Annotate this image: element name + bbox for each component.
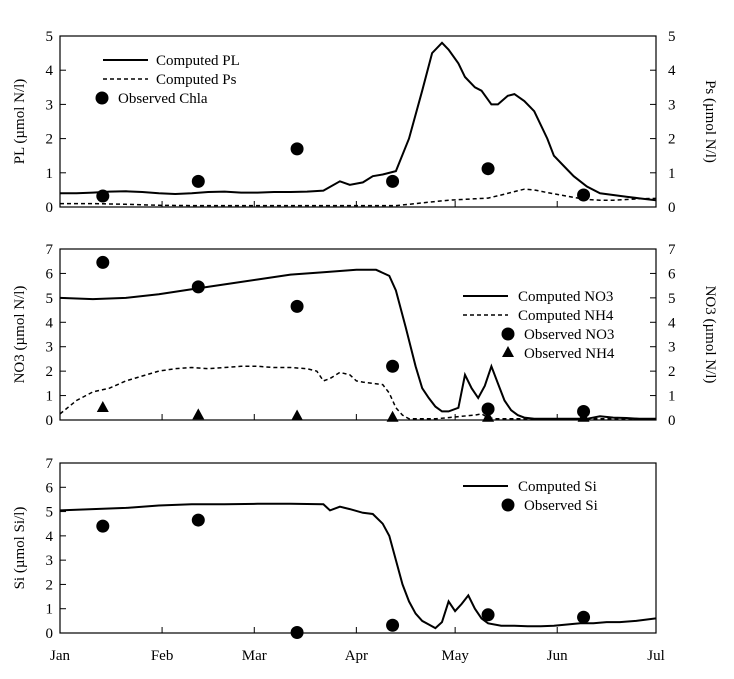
y2-tick-label: 4	[668, 315, 676, 331]
legend-label: Computed PL	[156, 53, 240, 69]
data-point-observed-no3	[290, 299, 304, 313]
data-point-observed-nh4	[291, 409, 304, 421]
data-point-observed-no3	[386, 359, 400, 373]
y-axis-title: NO3 (µmol N/l)	[12, 286, 28, 384]
y2-tick-label: 0	[668, 413, 676, 429]
y-tick-label: 4	[46, 315, 54, 331]
legend-swatch	[501, 498, 515, 512]
y-tick-label: 3	[46, 553, 54, 569]
y2-tick-label: 1	[668, 166, 676, 182]
series-line-computed-pl	[60, 41, 656, 202]
plot-frame	[59, 248, 657, 421]
y-tick-label: 0	[46, 413, 54, 429]
legend: Computed NO3 Computed NH4 Observed NO3 Obse…	[463, 289, 615, 362]
y2-tick-label: 6	[668, 266, 676, 282]
data-point-observed-chla	[96, 189, 110, 203]
y-tick-label: 5	[46, 29, 54, 45]
data-point-observed-chla	[481, 162, 495, 176]
plot-frame	[59, 462, 657, 634]
y-tick-label: 7	[46, 242, 54, 258]
data-point-observed-chla	[386, 174, 400, 188]
y2-tick-label: 7	[668, 242, 676, 258]
data-point-observed-si	[290, 626, 304, 640]
legend-label: Computed Ps	[156, 72, 237, 88]
y-tick-label: 7	[46, 456, 54, 472]
y-tick-label: 2	[46, 577, 54, 593]
data-point-observed-no3	[96, 255, 110, 269]
data-point-observed-si	[386, 618, 400, 632]
panel-1: 0 1 2 3 4 5 0 1 2 3 4 5 PL (µmol N/l) Ps (µmol N/l) Co…	[12, 29, 718, 216]
y-tick-label: 0	[46, 200, 54, 216]
y-tick-label: 3	[46, 97, 54, 113]
y2-tick-label: 3	[668, 97, 676, 113]
legend-label: Computed NH4	[518, 308, 614, 324]
y-tick-label: 6	[46, 266, 54, 282]
data-point-observed-si	[191, 513, 205, 527]
series-line-computed-nh4	[60, 365, 656, 420]
data-point-observed-nh4	[386, 410, 399, 422]
x-tick-label: Jun	[547, 648, 568, 664]
data-point-observed-si	[577, 610, 591, 624]
legend-label: Observed Si	[524, 498, 598, 514]
y-tick-label: 5	[46, 291, 54, 307]
y-tick-label: 4	[46, 63, 54, 79]
y-tick-label: 0	[46, 626, 54, 642]
x-tick-label: Jul	[647, 648, 665, 664]
data-point-observed-chla	[191, 174, 205, 188]
y2-axis-title: Ps (µmol N/l)	[702, 80, 718, 163]
y-axis-title: Si (µmol Si/l)	[12, 507, 28, 590]
y2-tick-label: 5	[668, 29, 676, 45]
x-tick-label: Feb	[151, 648, 174, 664]
data-point-observed-chla	[577, 188, 591, 202]
x-tick-label: Mar	[242, 648, 267, 664]
legend: Computed Si Observed Si	[463, 479, 598, 514]
data-point-observed-nh4	[482, 410, 495, 422]
data-point-observed-chla	[290, 142, 304, 156]
y-tick-label: 2	[46, 132, 54, 148]
legend-swatch	[501, 327, 515, 341]
data-point-observed-nh4	[577, 410, 590, 422]
series-line-computed-no3	[60, 268, 656, 420]
data-point-observed-no3	[481, 402, 495, 416]
legend-swatch	[95, 91, 109, 105]
legend-label: Observed NH4	[524, 346, 615, 362]
data-point-observed-nh4	[96, 401, 109, 413]
x-tick-label: Jan	[50, 648, 70, 664]
y2-tick-label: 0	[668, 200, 676, 216]
data-point-observed-si	[96, 519, 110, 533]
y2-tick-label: 1	[668, 389, 676, 405]
legend-swatch	[502, 346, 514, 357]
y2-axis-title: NO3 (µmol N/l)	[702, 286, 718, 384]
y-tick-label: 2	[46, 364, 54, 380]
legend-label: Observed Chla	[118, 91, 208, 107]
y2-tick-label: 2	[668, 132, 676, 148]
legend-label: Computed Si	[518, 479, 597, 495]
y2-tick-label: 3	[668, 340, 676, 356]
data-point-observed-no3	[191, 280, 205, 294]
y-tick-label: 3	[46, 340, 54, 356]
panel-3: 0 1 2 3 4 5 6 7 Jan Feb Mar Apr May Jun Jul Si (µmol Si…	[12, 456, 665, 664]
y2-tick-label: 4	[668, 63, 676, 79]
legend: Computed PL Computed Ps Observed Chla	[95, 53, 240, 107]
series-line-computed-si	[60, 502, 656, 630]
data-point-observed-si	[481, 608, 495, 622]
legend-label: Computed NO3	[518, 289, 613, 305]
plot-frame	[59, 35, 657, 208]
y-tick-label: 6	[46, 480, 54, 496]
x-tick-label: May	[441, 648, 469, 664]
y-tick-label: 1	[46, 166, 54, 182]
y-tick-label: 5	[46, 505, 54, 521]
x-tick-label: Apr	[345, 648, 368, 664]
y-tick-label: 4	[46, 529, 54, 545]
panel-2: 0 1 2 3 4 5 6 7 0 1 2 3 4 5 6 7 NO3 (µmol N/l) NO3 (µmol …	[12, 242, 718, 429]
data-point-observed-nh4	[192, 408, 205, 420]
y-tick-label: 1	[46, 602, 54, 618]
legend-label: Observed NO3	[524, 327, 614, 343]
y-tick-label: 1	[46, 389, 54, 405]
y-axis-title: PL (µmol N/l)	[12, 79, 28, 165]
y2-tick-label: 2	[668, 364, 676, 380]
y2-tick-label: 5	[668, 291, 676, 307]
